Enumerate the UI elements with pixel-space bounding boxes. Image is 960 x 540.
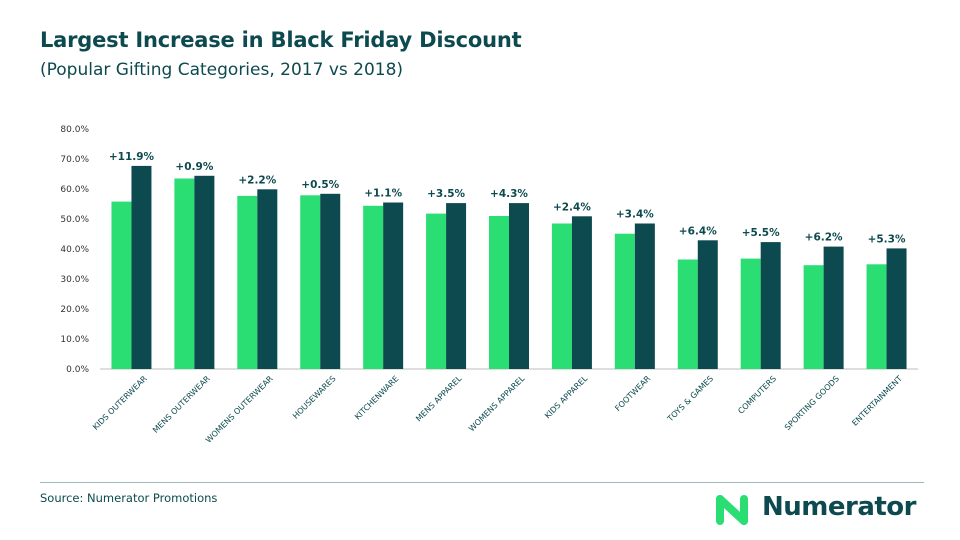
numerator-logo-icon xyxy=(716,495,748,525)
data-label: +4.3% xyxy=(490,188,528,200)
x-tick-label: COMPUTERS xyxy=(736,374,778,416)
y-tick-label: 60.0% xyxy=(60,185,89,195)
x-tick-label: KIDS OUTERWEAR xyxy=(91,374,149,432)
bar-2018 xyxy=(257,189,278,369)
x-tick-label: FOOTWEAR xyxy=(613,374,652,413)
bar-2017 xyxy=(489,216,509,369)
footer-divider xyxy=(40,482,924,483)
data-label: +6.4% xyxy=(679,225,717,237)
bar-2017 xyxy=(551,223,572,369)
bar-2017 xyxy=(866,264,887,369)
bar-2017 xyxy=(614,233,635,369)
data-label: +2.4% xyxy=(553,201,591,213)
y-tick-label: 0.0% xyxy=(66,365,89,375)
x-tick-label: SPORTING GOODS xyxy=(783,374,841,432)
bar-2017 xyxy=(300,195,321,369)
bar-2018 xyxy=(760,242,781,369)
bar-2017 xyxy=(111,201,132,369)
data-label: +1.1% xyxy=(364,188,402,200)
x-tick-label: KITCHENWARE xyxy=(353,374,401,422)
y-tick-label: 30.0% xyxy=(60,275,89,285)
bar-chart: 0.0% 10.0% 20.0% 30.0% 40.0% 50.0% 60.0% 70.0% 8… xyxy=(60,125,918,445)
data-label: +0.5% xyxy=(301,179,339,191)
bar-2018 xyxy=(131,165,152,369)
bar-2018 xyxy=(571,216,592,369)
brand-logo: Numerator xyxy=(714,490,929,530)
data-label: +11.9% xyxy=(109,151,155,163)
bar-2017 xyxy=(426,213,447,369)
x-tick-label: KIDS APPAREL xyxy=(543,374,590,421)
data-label: +0.9% xyxy=(175,161,213,173)
data-label: +3.5% xyxy=(427,188,465,200)
bar-2018 xyxy=(446,203,467,369)
x-tick-label: MENS APPAREL xyxy=(414,374,464,424)
bar-2018 xyxy=(383,202,404,369)
data-label: +5.5% xyxy=(742,227,780,239)
data-label: +6.2% xyxy=(805,232,843,244)
bar-2018 xyxy=(886,248,907,369)
bar-2018 xyxy=(697,240,718,369)
bar-2017 xyxy=(677,259,698,369)
bar-2018 xyxy=(194,175,215,369)
source-note: Source: Numerator Promotions xyxy=(40,491,218,505)
y-tick-label: 70.0% xyxy=(60,155,89,165)
x-tick-label: HOUSEWARES xyxy=(291,374,338,421)
data-label: +5.3% xyxy=(868,233,906,245)
data-label: +3.4% xyxy=(616,209,654,221)
bar-2017 xyxy=(174,178,195,369)
y-tick-label: 20.0% xyxy=(60,305,89,315)
data-label: +2.2% xyxy=(238,174,276,186)
bar-2018 xyxy=(823,246,844,369)
x-tick-label: WOMENS OUTERWEAR xyxy=(204,374,275,445)
y-tick-label: 80.0% xyxy=(60,125,89,135)
chart-subtitle: (Popular Gifting Categories, 2017 vs 201… xyxy=(40,60,404,80)
y-tick-label: 50.0% xyxy=(60,215,89,225)
brand-name: Numerator xyxy=(762,492,916,522)
bar-2017 xyxy=(363,205,384,369)
x-tick-label: MENS OUTERWEAR xyxy=(151,374,212,435)
y-tick-label: 40.0% xyxy=(60,245,89,255)
bar-2017 xyxy=(237,195,258,369)
bar-2017 xyxy=(740,258,761,369)
bar-2018 xyxy=(509,203,529,369)
bar-2018 xyxy=(320,193,341,369)
x-tick-label: ENTERTAINMENT xyxy=(850,374,904,428)
chart-title: Largest Increase in Black Friday Discoun… xyxy=(40,28,522,52)
y-tick-label: 10.0% xyxy=(60,335,89,345)
x-tick-label: TOYS & GAMES xyxy=(665,374,715,424)
bar-2017 xyxy=(803,265,824,369)
x-tick-label: WOMENS APPAREL xyxy=(467,374,527,434)
bar-2018 xyxy=(634,223,655,369)
